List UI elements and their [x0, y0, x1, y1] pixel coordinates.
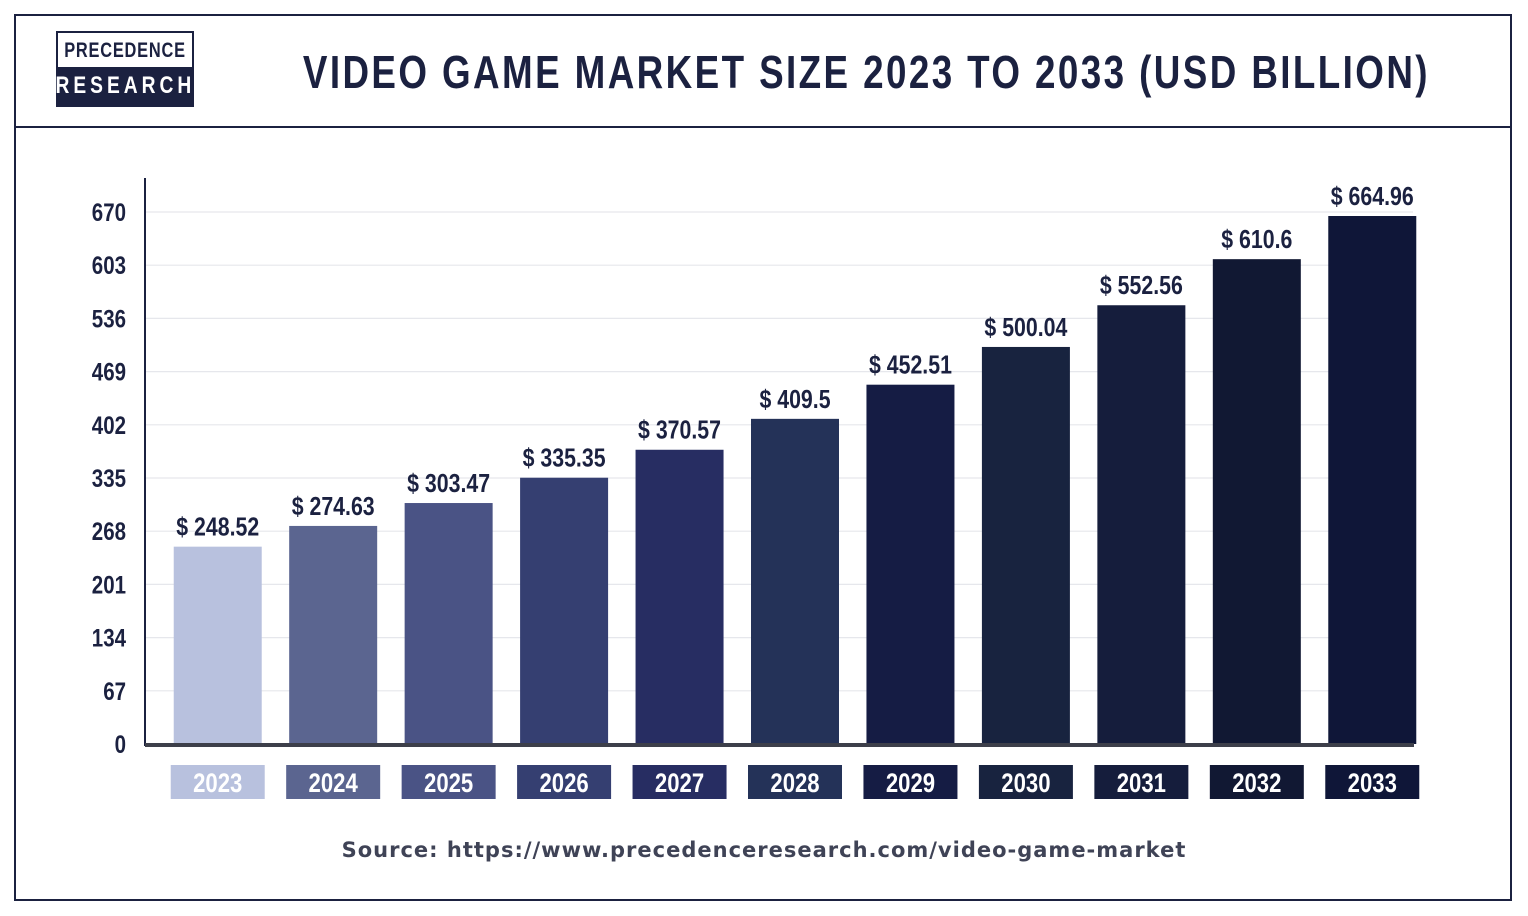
y-tick-label: 201 — [92, 570, 126, 598]
x-tick-label: 2029 — [886, 769, 935, 799]
x-tick-label: 2025 — [424, 769, 473, 799]
y-tick-label: 670 — [92, 198, 126, 226]
y-tick-label: 67 — [103, 677, 126, 705]
x-tick-label: 2026 — [539, 769, 588, 799]
bar-2025 — [404, 503, 493, 744]
data-label: $ 664.96 — [1331, 182, 1414, 212]
bar-2030 — [981, 346, 1070, 744]
precedence-research-logo: PRECEDENCE RESEARCH — [55, 31, 195, 107]
bar-2026 — [520, 477, 609, 744]
x-tick-label: 2028 — [770, 769, 819, 799]
header: PRECEDENCE RESEARCH VIDEO GAME MARKET SI… — [16, 16, 1510, 128]
category-box — [978, 765, 1073, 799]
category-box — [1094, 765, 1189, 799]
bar-2024 — [289, 525, 378, 744]
bar-2032 — [1212, 259, 1301, 744]
logo-top-text: PRECEDENCE — [64, 39, 186, 62]
category-box — [863, 765, 958, 799]
y-tick-label: 536 — [92, 304, 126, 332]
category-box — [286, 765, 381, 799]
x-tick-label: 2032 — [1232, 769, 1281, 799]
data-label: $ 409.5 — [759, 385, 830, 415]
chart-title-wrap: VIDEO GAME MARKET SIZE 2023 TO 2033 (USD… — [266, 16, 1466, 128]
x-tick-label: 2027 — [655, 769, 704, 799]
bar-2029 — [866, 384, 955, 744]
category-box — [632, 765, 727, 799]
category-box — [170, 765, 265, 799]
x-tick-label: 2031 — [1117, 769, 1166, 799]
y-tick-label: 469 — [92, 358, 126, 386]
category-box — [748, 765, 842, 799]
category-box — [517, 765, 612, 799]
data-label: $ 552.56 — [1100, 271, 1183, 301]
y-tick-label: 603 — [92, 251, 126, 279]
x-tick-label: 2030 — [1001, 769, 1050, 799]
logo-bottom-band: RESEARCH — [55, 67, 195, 105]
y-tick-label: 335 — [92, 464, 126, 492]
data-label: $ 335.35 — [523, 444, 606, 474]
data-label: $ 303.47 — [407, 469, 490, 499]
category-box — [1325, 765, 1420, 799]
x-tick-label: 2033 — [1348, 769, 1397, 799]
bar-2028 — [751, 418, 839, 744]
bar-2027 — [635, 449, 724, 744]
category-box — [1209, 765, 1304, 799]
x-tick-label: 2024 — [309, 769, 358, 799]
y-tick-label: 402 — [92, 411, 126, 439]
bar-2031 — [1097, 305, 1186, 744]
data-label: $ 452.51 — [869, 351, 952, 381]
data-label: $ 370.57 — [638, 416, 721, 446]
logo-bottom-text: RESEARCH — [55, 72, 195, 99]
x-tick-label: 2023 — [193, 769, 242, 799]
source-text: Source: https://www.precedenceresearch.c… — [341, 838, 1187, 862]
y-tick-label: 268 — [92, 517, 126, 545]
data-label: $ 610.6 — [1221, 225, 1292, 255]
bar-2023 — [173, 546, 262, 744]
data-label: $ 500.04 — [984, 313, 1068, 343]
data-label: $ 248.52 — [176, 513, 259, 543]
data-label: $ 274.63 — [292, 492, 375, 522]
bar-2033 — [1328, 216, 1417, 745]
category-box — [401, 765, 496, 799]
y-tick-label: 0 — [115, 730, 126, 758]
y-tick-label: 134 — [92, 624, 126, 652]
chart-title: VIDEO GAME MARKET SIZE 2023 TO 2033 (USD… — [302, 46, 1430, 98]
